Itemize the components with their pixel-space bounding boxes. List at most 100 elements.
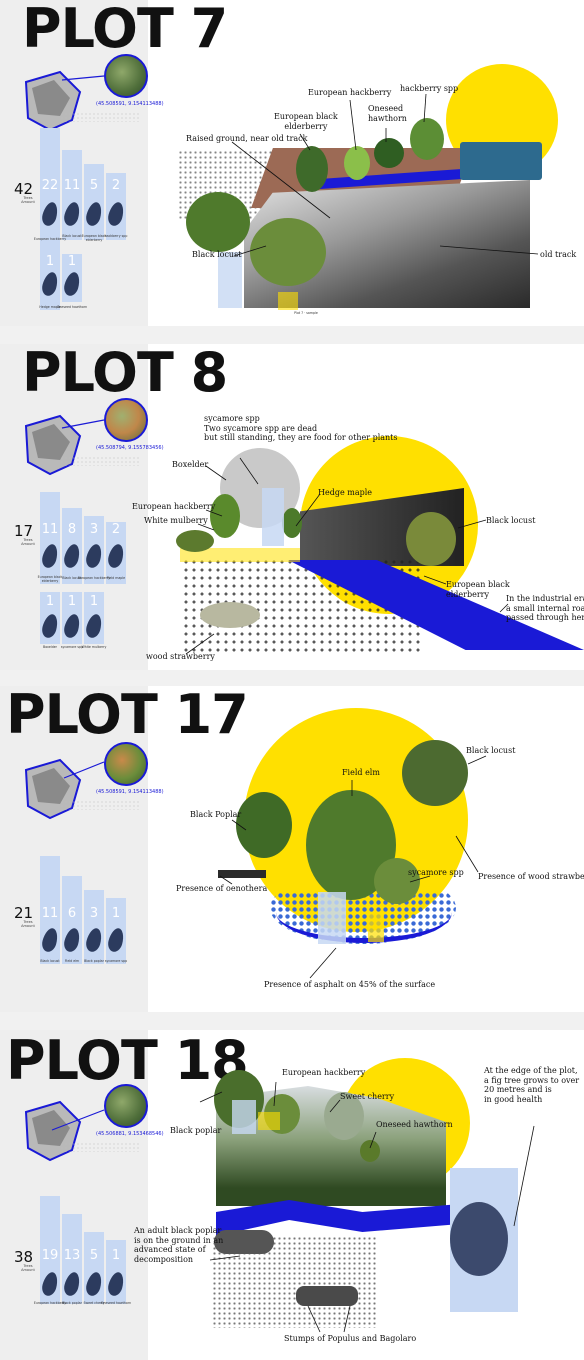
species-label: Black locust bbox=[62, 576, 82, 580]
species-label: Sweet cherry bbox=[83, 1301, 105, 1305]
species-label: sycamore spp bbox=[104, 959, 128, 963]
trees-count-label: Trees Amount bbox=[21, 196, 35, 204]
tree-hackberry bbox=[344, 146, 370, 180]
label-asphalt: Presence of asphalt on 45% of the surfac… bbox=[264, 980, 436, 989]
species-label: Oneseed hawthorn bbox=[100, 1301, 132, 1305]
label-field-elm: Field elm bbox=[342, 768, 380, 777]
tree-hedge-maple bbox=[282, 508, 302, 538]
highlight-rect bbox=[258, 1112, 280, 1130]
bar-value: 1 bbox=[45, 594, 55, 609]
tree-boxelder bbox=[210, 494, 240, 538]
bar-value: 1 bbox=[89, 594, 99, 609]
label-white-mulberry: White mulberry bbox=[144, 516, 208, 525]
label-black-poplar: Black Poplar bbox=[190, 810, 242, 819]
species-label: European black elderberry bbox=[37, 575, 63, 583]
species-label: White mulberry bbox=[81, 645, 107, 649]
trees-count-label: Trees Amount bbox=[21, 538, 35, 546]
tree-black-locust bbox=[402, 740, 468, 806]
label-oenothera: Presence of oenothera bbox=[176, 884, 268, 893]
label-fig-tree: At the edge of the plot, a fig tree grow… bbox=[484, 1066, 580, 1104]
bar-value: 2 bbox=[111, 522, 121, 537]
label-hedge-maple: Hedge maple bbox=[318, 488, 372, 497]
species-label: Oneseed hawthorn bbox=[56, 305, 88, 309]
bar-value: 11 bbox=[41, 906, 59, 921]
label-european-black-elderberry: European black elderberry bbox=[446, 580, 510, 599]
label-black-poplar: Black poplar bbox=[170, 1126, 222, 1135]
highlight-rect bbox=[318, 892, 346, 944]
bar-value: 11 bbox=[41, 522, 59, 537]
highlight-rect bbox=[232, 1100, 256, 1134]
bar-value: 3 bbox=[89, 522, 99, 537]
plot-title: PLOT 17 bbox=[6, 686, 249, 746]
dot-pattern bbox=[60, 112, 140, 122]
site-map bbox=[20, 414, 84, 476]
label-sweet-cherry: Sweet cherry bbox=[340, 1092, 395, 1101]
trees-count-label: Trees Amount bbox=[21, 1264, 35, 1272]
oenothera bbox=[218, 870, 266, 878]
tree-big bbox=[250, 218, 326, 286]
train bbox=[460, 142, 542, 180]
label-old-track: old track bbox=[540, 250, 577, 259]
bottom-caption: Plot 7 · sample bbox=[294, 311, 318, 315]
bar bbox=[40, 492, 60, 584]
plot-title: PLOT 8 bbox=[22, 344, 228, 404]
species-label: hackberry spp bbox=[104, 234, 128, 238]
label-wood-strawberry: Presence of wood strawberry. bbox=[478, 872, 584, 881]
bar-value: 1 bbox=[67, 594, 77, 609]
species-label: European hackberry bbox=[33, 1301, 67, 1305]
dot-pattern bbox=[60, 800, 140, 810]
tree-black-locust bbox=[406, 512, 456, 566]
blue-arc bbox=[276, 882, 452, 943]
trees-count: 17 bbox=[14, 522, 34, 540]
species-label: Black poplar bbox=[84, 959, 104, 963]
label-oneseed-hawthorn: Oneseed hawthorn bbox=[368, 104, 407, 123]
site-map bbox=[20, 758, 84, 820]
site-photo bbox=[104, 398, 148, 442]
label-black-locust: Black locust bbox=[466, 746, 516, 755]
trees-count: 42 bbox=[14, 180, 34, 198]
site-map bbox=[20, 70, 84, 132]
bar-value: 13 bbox=[63, 1248, 81, 1263]
bar-black-locust bbox=[62, 150, 82, 240]
label-european-hackberry: European hackberry bbox=[132, 502, 216, 511]
wood-strawberry bbox=[200, 602, 260, 628]
species-label: Field elm bbox=[64, 959, 80, 963]
site-map bbox=[20, 1100, 84, 1162]
species-label: Black locust bbox=[62, 234, 82, 238]
bar-value: 2 bbox=[111, 178, 121, 193]
coordinates: (45.508591, 9.154113488) bbox=[96, 789, 164, 795]
tree-hackberry-spp bbox=[410, 118, 444, 160]
bar bbox=[84, 890, 104, 964]
trees-count-label: Trees Amount bbox=[21, 920, 35, 928]
species-label: European hackberry bbox=[77, 576, 111, 580]
stumps bbox=[296, 1286, 358, 1306]
species-label: European hackberry bbox=[33, 237, 67, 241]
label-industrial-road: In the industrial era, a small internal … bbox=[506, 594, 584, 623]
bar-value: 5 bbox=[89, 1248, 99, 1263]
bar-value: 1 bbox=[67, 254, 77, 269]
label-oneseed-hawthorn: Oneseed hawthorn bbox=[376, 1120, 453, 1129]
species-label: Field maple bbox=[106, 576, 126, 580]
bar-value: 3 bbox=[89, 906, 99, 921]
bar-value: 8 bbox=[67, 522, 77, 537]
tree-mulberry bbox=[176, 530, 214, 552]
tree-sycamore bbox=[374, 858, 420, 904]
highlight-rect bbox=[218, 252, 242, 308]
site-photo bbox=[104, 54, 148, 98]
label-black-locust: Black locust bbox=[486, 516, 536, 525]
plot-18-panel: PLOT 18 (45.506881, 9.153468546) 38 Tree… bbox=[0, 1030, 584, 1360]
tree-black-locust bbox=[186, 192, 250, 252]
species-label: European black elderberry bbox=[81, 234, 107, 242]
dot-pattern bbox=[60, 456, 140, 466]
bar-value: 1 bbox=[111, 906, 121, 921]
bar-value: 11 bbox=[63, 178, 81, 193]
yellow-strip bbox=[180, 548, 300, 562]
species-label: Black poplar bbox=[62, 1301, 82, 1305]
label-european-hackberry: European hackberry bbox=[308, 88, 392, 97]
coordinates: (45.508794, 9.155783456) bbox=[96, 445, 164, 451]
site-photo bbox=[104, 742, 148, 786]
bar-value: 22 bbox=[41, 178, 59, 193]
label-raised-ground: Raised ground, near old track bbox=[186, 134, 308, 143]
dot-pattern bbox=[60, 1142, 140, 1152]
site-photo bbox=[104, 1084, 148, 1128]
